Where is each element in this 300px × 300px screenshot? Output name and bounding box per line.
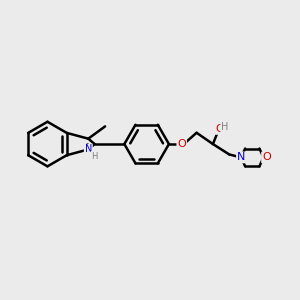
Text: H: H (91, 152, 98, 161)
Text: N: N (237, 152, 245, 162)
Text: O: O (216, 124, 224, 134)
Text: H: H (221, 122, 229, 131)
Text: O: O (262, 152, 271, 162)
Text: O: O (177, 139, 186, 149)
Text: N: N (85, 144, 92, 154)
